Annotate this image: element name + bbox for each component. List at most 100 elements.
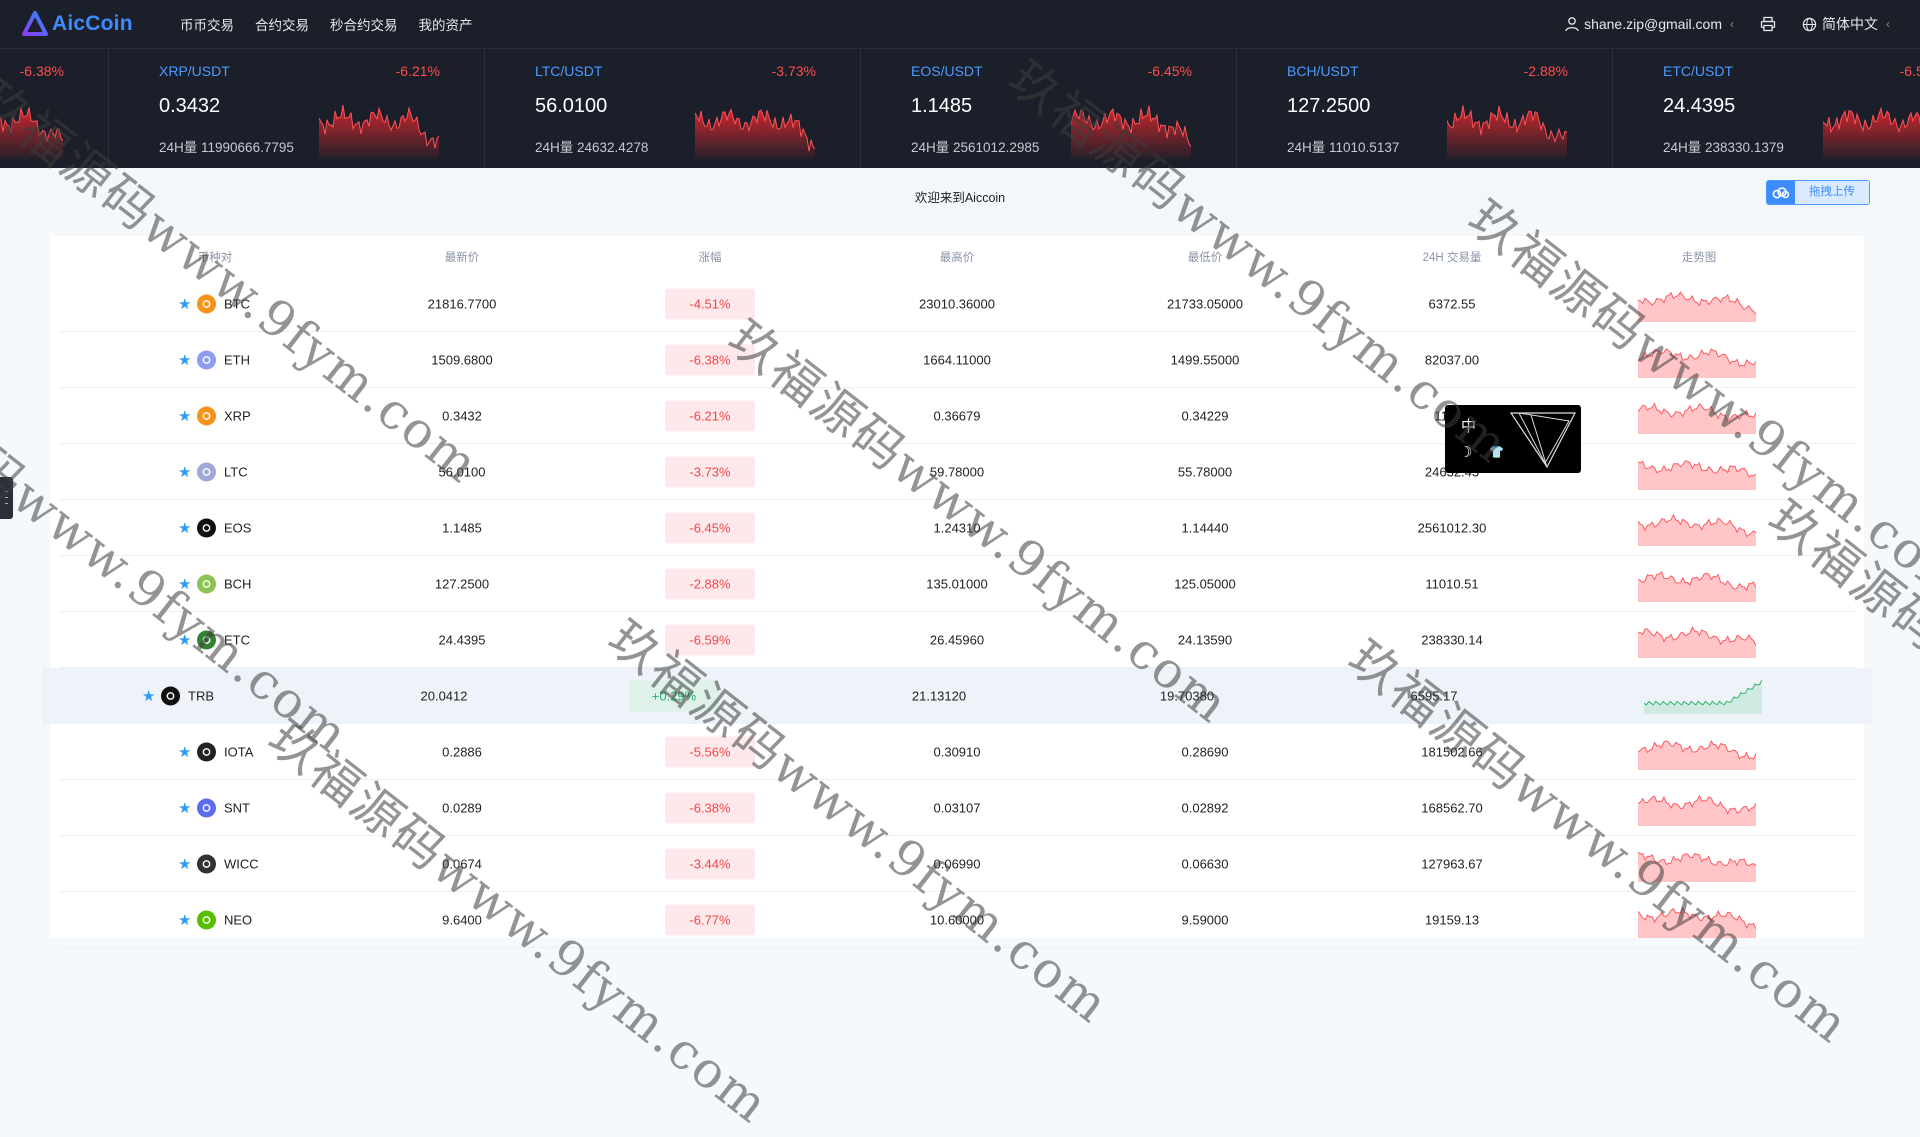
ticker-sparkline: [319, 105, 439, 159]
coin-symbol: EOS: [224, 520, 252, 535]
change-badge: -3.73%: [665, 456, 755, 487]
favorite-star-icon[interactable]: ★: [178, 351, 192, 369]
col-high[interactable]: 最高价: [939, 252, 975, 264]
triangle-logo-icon: [1509, 412, 1576, 469]
col-change[interactable]: 涨幅: [698, 252, 722, 264]
side-drawer-handle[interactable]: [0, 477, 13, 519]
cell-last-price: 127.2500: [434, 576, 490, 591]
sparkline-line: [1638, 401, 1756, 422]
favorite-star-icon[interactable]: ★: [178, 463, 192, 481]
sparkline-area: [1638, 514, 1756, 546]
favorite-star-icon[interactable]: ★: [178, 519, 192, 537]
sparkline-area: [1638, 348, 1756, 378]
table-row[interactable]: ★ ETC 24.4395 26.45960 24.13590 238330.14 -6.5…: [60, 612, 1854, 668]
ticker-card[interactable]: LTC/USDT -3.73% 56.0100 24H量 24632.4278: [485, 49, 861, 168]
table-row[interactable]: ★ SNT 0.0289 0.03107 0.02892 168562.70 -6.38%: [60, 780, 1854, 836]
logo-text: AicCoin: [52, 12, 133, 35]
drag-upload-button[interactable]: 拖拽上传: [1766, 180, 1870, 205]
favorite-star-icon[interactable]: ★: [178, 911, 192, 929]
sparkline-line: [1638, 851, 1756, 866]
ticker-sparkline: [1447, 105, 1567, 159]
table-row[interactable]: ★LTC56.010059.7800055.7800024632.43-3.73…: [60, 444, 1854, 500]
ticker-card[interactable]: ETC/USDT -6.59% 24.4395 24H量 238330.1379: [1613, 49, 1920, 168]
coin-icon: [197, 742, 216, 761]
sparkline-line: [1638, 347, 1756, 367]
cell-volume: 6595.17: [1410, 688, 1458, 704]
nav-contract-trading[interactable]: 合约交易: [255, 18, 309, 33]
table-row[interactable]: ★ WICC 0.0674 0.06990 0.06630 127963.67 -3.44%: [60, 836, 1854, 892]
change-badge: -6.38%: [665, 344, 755, 375]
table-row[interactable]: ★ NEO 9.6400 10.60000 9.59000 19159.13 -6.77%: [60, 892, 1854, 948]
trend-sparkline: [1638, 290, 1756, 322]
trend-sparkline: [1638, 401, 1756, 434]
cell-low-price: 9.59000: [1181, 912, 1229, 927]
table-row[interactable]: ★ TRB 20.0412 21.13120 19.70380 6595.17 +0.29%: [42, 668, 1872, 724]
cell-high-price: 0.03107: [933, 800, 981, 815]
print-button[interactable]: [1760, 16, 1776, 32]
ticker-volume: 24H量 24632.4278: [535, 140, 649, 155]
cell-low-price: 0.28690: [1181, 744, 1229, 759]
sparkline-area: [1071, 105, 1191, 159]
coin-symbol: ETH: [224, 352, 250, 367]
cell-high-price: 1.24310: [933, 520, 981, 535]
ticker-card[interactable]: BCH/USDT -2.88% 127.2500 24H量 11010.5137: [1237, 49, 1613, 168]
sparkline-area: [1823, 108, 1920, 159]
sparkline-line: [1644, 679, 1762, 706]
favorite-star-icon[interactable]: ★: [178, 407, 192, 425]
table-row[interactable]: ★ IOTA 0.2886 0.30910 0.28690 181502.66 -5.56%: [60, 724, 1854, 780]
favorite-star-icon[interactable]: ★: [178, 575, 192, 593]
favorite-star-icon[interactable]: ★: [178, 855, 192, 873]
nav-second-contract[interactable]: 秒合约交易: [330, 18, 398, 33]
nav-my-assets[interactable]: 我的资产: [418, 18, 473, 33]
cell-last-price: 1.1485: [442, 520, 482, 535]
trend-sparkline: [1644, 679, 1762, 714]
col-trend[interactable]: 走势图: [1681, 252, 1717, 264]
cell-low-price: 0.06630: [1181, 856, 1229, 871]
col-pair[interactable]: 币种对: [197, 252, 233, 264]
trend-sparkline: [1638, 739, 1756, 770]
table-row[interactable]: ★ BCH 127.2500 135.01000 125.05000 11010.51 -2…: [60, 556, 1854, 612]
coin-icon: [197, 350, 216, 369]
ticker-change: -6.59%: [1899, 63, 1920, 79]
cell-last-price: 0.3432: [442, 408, 482, 423]
ticker-card[interactable]: -6.38%: [0, 49, 109, 168]
language-selector[interactable]: 简体中文 ‹: [1802, 14, 1890, 34]
favorite-star-icon[interactable]: ★: [142, 688, 156, 705]
favorite-star-icon[interactable]: ★: [178, 799, 192, 817]
change-badge: -5.56%: [665, 736, 755, 767]
language-label: 简体中文: [1822, 16, 1878, 32]
favorite-star-icon[interactable]: ★: [178, 631, 192, 649]
ticker-card[interactable]: EOS/USDT -6.45% 1.1485 24H量 2561012.2985: [861, 49, 1237, 168]
trend-sparkline: [1638, 570, 1756, 602]
logo[interactable]: AicCoin: [22, 11, 142, 37]
col-last-price[interactable]: 最新价: [444, 252, 480, 264]
table-row[interactable]: ★ BTC 21816.7700 23010.36000 21733.05000 6372…: [60, 276, 1854, 332]
table-row[interactable]: ★ ETH 1509.6800 1664.11000 1499.55000 82037.0…: [60, 332, 1854, 388]
user-menu[interactable]: shane.zip@gmail.com ‹: [1564, 16, 1734, 32]
sparkline-line: [1638, 570, 1756, 591]
cell-high-price: 135.01000: [926, 576, 988, 591]
nav-right: shane.zip@gmail.com ‹ 简体中文 ‹: [1564, 14, 1920, 34]
coin-icon: [161, 686, 180, 706]
skin-icon[interactable]: 👕: [1489, 445, 1504, 459]
welcome-banner: 欢迎来到Aiccoin 拖拽上传: [0, 168, 1920, 222]
cell-low-price: 0.02892: [1181, 800, 1229, 815]
col-volume[interactable]: 24H 交易量: [1422, 252, 1482, 264]
favorite-star-icon[interactable]: ★: [178, 295, 192, 313]
cell-volume: 2561012.30: [1417, 520, 1487, 535]
trend-sparkline: [1638, 459, 1756, 490]
col-low[interactable]: 最低价: [1187, 252, 1223, 264]
ticker-price: 0.3432: [159, 95, 221, 117]
ticker-card[interactable]: XRP/USDT -6.21% 0.3432 24H量 11990666.7795: [109, 49, 485, 168]
table-row[interactable]: ★ EOS 1.1485 1.24310 1.14440 2561012.30 -6.45%: [60, 500, 1854, 556]
moon-icon[interactable]: ☽: [1459, 444, 1473, 461]
floating-toolbox[interactable]: 中 ☽ 👕: [1445, 405, 1581, 473]
favorite-star-icon[interactable]: ★: [178, 743, 192, 761]
sparkline-area: [1638, 907, 1756, 938]
change-badge: -6.45%: [665, 512, 755, 543]
cell-high-price: 26.45960: [929, 632, 985, 647]
language-toggle[interactable]: 中: [1461, 418, 1477, 435]
cell-low-price: 1499.55000: [1170, 352, 1240, 367]
nav-spot-trading[interactable]: 币币交易: [180, 18, 234, 33]
